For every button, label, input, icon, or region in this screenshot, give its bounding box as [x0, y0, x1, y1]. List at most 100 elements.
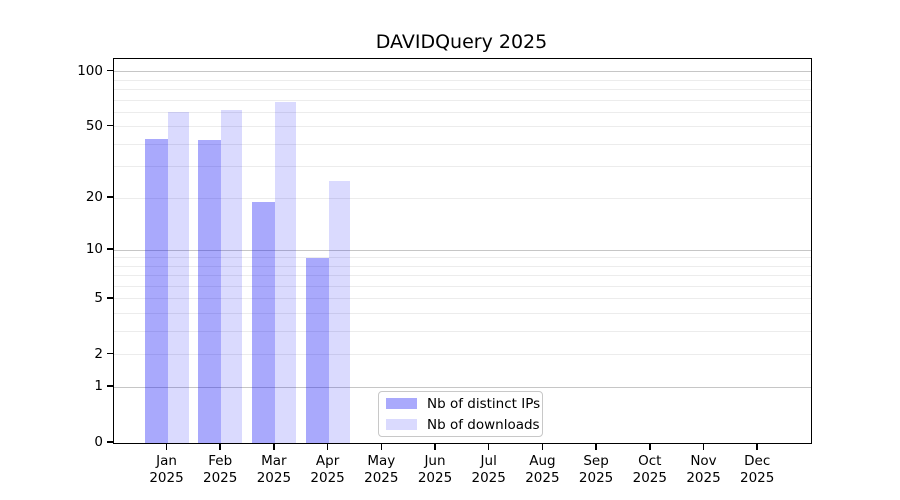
x-tick-mark [756, 443, 758, 450]
legend-swatch [386, 418, 417, 431]
x-tick-mark [273, 443, 275, 450]
y-tick-mark [107, 248, 113, 250]
x-tick-month: May [367, 453, 396, 469]
y-axis-tick-label: 5 [94, 289, 103, 306]
y-tick-mark [107, 352, 113, 355]
y-axis-tick-label: 100 [77, 62, 103, 79]
legend: Nb of distinct IPs Nb of downloads [378, 391, 543, 437]
x-axis-tick-label: Jul 2025 [457, 453, 521, 487]
gridline [114, 143, 811, 145]
legend-item: Nb of downloads [386, 416, 542, 433]
y-axis-tick-label: 20 [85, 189, 103, 206]
y-tick-mark [107, 297, 113, 299]
x-axis-tick-label: May 2025 [349, 453, 413, 487]
bar-downloads [221, 109, 243, 443]
x-tick-mark [702, 443, 705, 450]
x-tick-year: 2025 [417, 470, 453, 486]
plot-area [113, 58, 812, 444]
x-tick-month: Mar [261, 453, 287, 469]
x-tick-mark [434, 443, 436, 450]
x-tick-mark [326, 443, 329, 450]
y-tick-mark [107, 196, 113, 198]
x-tick-month: Sep [583, 453, 609, 469]
x-tick-year: 2025 [310, 470, 345, 486]
y-tick-mark [107, 69, 113, 72]
legend-swatch [386, 397, 417, 410]
legend-label: Nb of distinct IPs [427, 395, 541, 412]
x-tick-month: Dec [744, 453, 771, 469]
bar-distinct-ips [198, 140, 222, 443]
x-tick-month: Feb [208, 453, 233, 469]
x-tick-year: 2025 [364, 470, 399, 486]
legend-label: Nb of downloads [427, 416, 540, 433]
gridline [114, 265, 811, 267]
x-tick-month: Jul [480, 453, 497, 469]
gridline [114, 249, 811, 251]
gridline [114, 111, 811, 113]
gridline [114, 386, 811, 388]
y-tick-mark [107, 385, 113, 387]
x-tick-year: 2025 [686, 470, 721, 486]
chart-title: DAVIDQuery 2025 [375, 31, 548, 53]
x-tick-month: Nov [690, 453, 717, 469]
x-axis-tick-label: Apr 2025 [296, 453, 360, 487]
gridline [114, 298, 811, 300]
gridline [114, 166, 811, 168]
x-tick-year: 2025 [471, 470, 506, 486]
gridline [114, 257, 811, 259]
x-axis-tick-label: Sep 2025 [564, 453, 628, 487]
y-tick-mark [107, 124, 113, 127]
x-tick-year: 2025 [149, 470, 184, 486]
x-tick-year: 2025 [256, 470, 292, 486]
x-tick-year: 2025 [203, 470, 238, 486]
bar-distinct-ips [251, 201, 275, 443]
y-axis-tick-label: 2 [94, 345, 103, 362]
x-tick-month: Apr [315, 453, 340, 469]
y-axis-tick-label: 50 [85, 117, 103, 134]
x-tick-mark [541, 443, 544, 450]
y-axis-tick-label: 1 [94, 378, 103, 395]
x-axis-tick-label: Nov 2025 [672, 453, 736, 487]
y-axis-tick-label: 10 [85, 241, 103, 258]
bar-downloads [274, 102, 296, 443]
x-axis-tick-label: Jun 2025 [403, 453, 467, 487]
gridline [114, 313, 811, 315]
gridline [114, 88, 811, 90]
legend-item: Nb of distinct IPs [386, 395, 542, 412]
x-tick-month: Jun [424, 453, 446, 469]
gridline [114, 126, 811, 128]
x-axis-tick-label: Feb 2025 [188, 453, 252, 487]
gridline [114, 71, 811, 73]
x-tick-mark [487, 443, 490, 450]
x-tick-year: 2025 [632, 470, 667, 486]
x-tick-mark [649, 443, 651, 450]
x-tick-mark [219, 443, 221, 450]
x-axis-tick-label: Aug 2025 [510, 453, 574, 487]
x-tick-year: 2025 [578, 470, 614, 486]
y-axis-tick-label: 0 [94, 434, 103, 450]
x-axis-tick-label: Oct 2025 [618, 453, 682, 487]
bar-distinct-ips [144, 138, 168, 443]
y-tick-mark [107, 441, 113, 443]
x-tick-mark [380, 443, 383, 450]
x-tick-year: 2025 [740, 470, 775, 486]
x-tick-mark [595, 443, 597, 450]
bar-distinct-ips [305, 257, 329, 443]
x-tick-year: 2025 [525, 470, 560, 486]
x-axis-tick-label: Dec 2025 [725, 453, 789, 487]
gridline [114, 79, 811, 81]
gridline [114, 285, 811, 287]
x-axis-tick-label: Jan 2025 [135, 453, 199, 487]
x-tick-month: Oct [638, 453, 662, 469]
x-tick-month: Jan [156, 453, 177, 469]
bar-downloads [328, 180, 350, 443]
gridline [114, 275, 811, 277]
x-axis-tick-label: Mar 2025 [242, 453, 306, 487]
x-tick-mark [165, 443, 168, 450]
gridline [114, 197, 811, 199]
bar-downloads [167, 112, 189, 443]
gridline [114, 99, 811, 101]
gridline [114, 330, 811, 332]
x-tick-month: Aug [529, 453, 556, 469]
